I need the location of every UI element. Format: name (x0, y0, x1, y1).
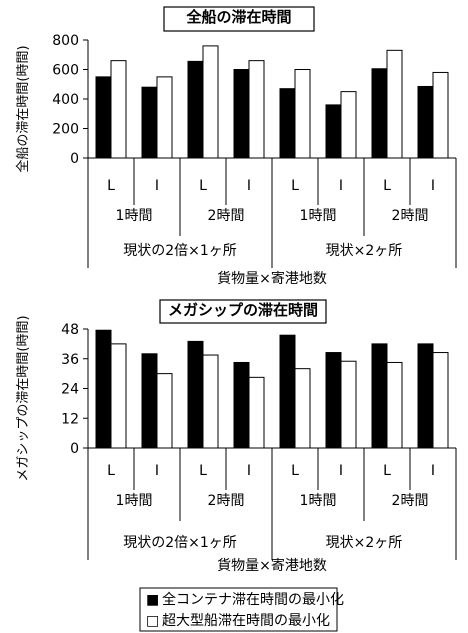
x-group-label: 2時間 (208, 208, 245, 224)
x-category-label: I (155, 178, 159, 194)
x-category-label: L (199, 463, 207, 479)
x-category-label: I (155, 463, 159, 479)
y-tick-label: 0 (70, 441, 79, 457)
legend-marker-1: □ (146, 613, 159, 629)
x-group-label: 1時間 (116, 208, 153, 224)
x-category-label: L (291, 463, 299, 479)
legend-label-1: 超大型船滞在時間の最小化 (162, 613, 330, 629)
x-group-label: 2時間 (392, 493, 429, 509)
bar (325, 352, 342, 449)
bar (141, 86, 158, 159)
x-supergroup-label: 現状の2倍×1ヶ所 (123, 243, 237, 259)
bar (432, 352, 449, 449)
bar (110, 60, 127, 159)
x-supergroup-label: 現状の2倍×1ヶ所 (123, 535, 237, 551)
x-category-label: I (339, 463, 343, 479)
y-axis-label: 全船の滞在時間(時間) (15, 45, 31, 172)
bar (325, 104, 342, 159)
y-tick-label: 800 (52, 33, 79, 49)
bar (340, 360, 357, 449)
bar (156, 76, 173, 159)
x-group-label: 2時間 (392, 208, 429, 224)
x-category-label: I (431, 178, 435, 194)
bar (386, 49, 403, 159)
bar (156, 373, 173, 449)
x-group-label: 1時間 (300, 493, 337, 509)
x-supergroup-label: 現状×2ヶ所 (326, 243, 403, 259)
bar (248, 60, 265, 159)
legend: ■ 全コンテナ滞在時間の最小化 □ 超大型船滞在時間の最小化 (139, 587, 344, 632)
bar (187, 340, 204, 449)
x-axis-label: 貨物量×寄港地数 (217, 557, 327, 574)
bar (248, 376, 265, 449)
x-category-label: I (339, 178, 343, 194)
bar (141, 353, 158, 449)
x-category-label: L (107, 463, 115, 479)
y-tick-label: 200 (52, 122, 79, 138)
x-axis-label: 貨物量×寄港地数 (217, 270, 327, 287)
bar (294, 368, 311, 449)
chart-title-box (159, 299, 327, 324)
legend-box (139, 587, 338, 632)
chart-title-box (163, 6, 315, 32)
x-category-label: L (107, 178, 115, 194)
bar (386, 361, 403, 449)
y-tick-label: 600 (52, 63, 79, 79)
y-tick-label: 24 (61, 382, 79, 398)
bar (279, 88, 296, 159)
x-group-label: 1時間 (300, 208, 337, 224)
y-tick-label: 48 (61, 322, 79, 338)
x-category-label: I (247, 463, 251, 479)
x-category-label: L (383, 178, 391, 194)
bar (279, 334, 296, 449)
x-category-label: I (247, 178, 251, 194)
bar (110, 343, 127, 449)
y-tick-label: 36 (61, 352, 79, 368)
chart-title: 全船の滞在時間 (185, 8, 291, 26)
bar (417, 85, 434, 159)
bar (371, 343, 388, 449)
chart-title: メガシップの滞在時間 (168, 301, 318, 319)
bar (371, 68, 388, 159)
y-tick-label: 0 (70, 151, 79, 167)
bar (95, 329, 112, 449)
bar (187, 60, 204, 159)
bar (95, 76, 112, 159)
x-group-label: 2時間 (208, 493, 245, 509)
x-category-label: I (431, 463, 435, 479)
x-supergroup-label: 現状×2ヶ所 (326, 535, 403, 551)
bar (233, 69, 250, 159)
y-axis-label: メガシップの滞在時間(時間) (16, 315, 31, 481)
bar (202, 354, 219, 449)
x-category-label: L (383, 463, 391, 479)
x-group-label: 1時間 (116, 493, 153, 509)
bar (417, 343, 434, 449)
bar (202, 45, 219, 159)
bar (432, 71, 449, 159)
x-category-label: L (291, 178, 299, 194)
bar (233, 361, 250, 449)
y-tick-label: 400 (52, 92, 79, 108)
legend-marker-0: ■ (146, 592, 159, 608)
legend-label-0: 全コンテナ滞在時間の最小化 (162, 591, 344, 608)
bar (294, 69, 311, 159)
bar (340, 91, 357, 159)
y-tick-label: 12 (61, 411, 79, 427)
x-category-label: L (199, 178, 207, 194)
